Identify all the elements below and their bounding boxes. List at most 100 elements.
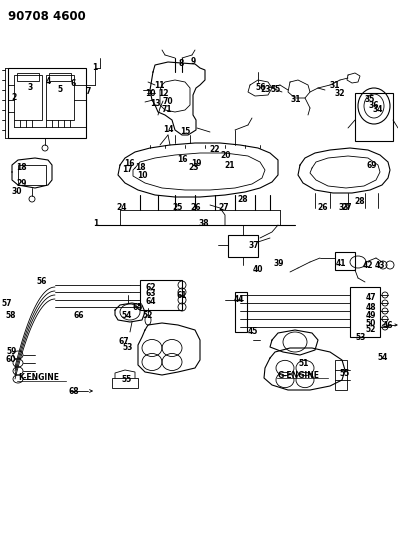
Text: 23: 23 [189, 164, 199, 173]
Bar [335, 252, 355, 270]
Text: 7: 7 [85, 87, 91, 96]
Text: 64: 64 [146, 297, 156, 306]
Text: 59: 59 [7, 348, 17, 357]
Bar [235, 292, 247, 332]
Text: 53: 53 [356, 334, 366, 343]
Bar [18, 165, 46, 185]
Text: 45: 45 [248, 327, 258, 336]
Text: 55: 55 [340, 369, 350, 378]
Text: 19: 19 [191, 158, 201, 167]
Text: 15: 15 [180, 127, 190, 136]
Text: 57: 57 [2, 298, 12, 308]
Text: 36: 36 [369, 101, 379, 110]
Text: 25: 25 [173, 204, 183, 213]
Text: 42: 42 [363, 261, 373, 270]
Text: 33: 33 [339, 204, 349, 213]
Text: 43: 43 [375, 261, 385, 270]
Bar [140, 280, 182, 310]
Text: 24: 24 [117, 204, 127, 213]
Text: 55: 55 [122, 376, 132, 384]
Text: 46: 46 [383, 320, 393, 329]
Text: 51: 51 [299, 359, 309, 368]
Text: 70: 70 [163, 96, 173, 106]
Text: 18: 18 [16, 164, 26, 173]
Text: 26: 26 [191, 203, 201, 212]
Text: 53: 53 [123, 343, 133, 352]
Text: 37: 37 [249, 241, 259, 251]
Bar [335, 360, 347, 390]
Text: 6: 6 [70, 79, 76, 88]
Text: 50: 50 [366, 319, 376, 327]
Text: 56: 56 [37, 278, 47, 287]
Text: 31: 31 [291, 95, 301, 104]
Text: 27: 27 [219, 203, 229, 212]
Text: 20: 20 [221, 150, 231, 159]
Text: 11: 11 [154, 80, 164, 90]
Text: 28: 28 [355, 197, 365, 206]
Text: 52: 52 [143, 311, 153, 319]
Bar [46, 75, 74, 120]
Text: 66: 66 [74, 311, 84, 319]
Text: 21: 21 [225, 160, 235, 169]
Bar [112, 378, 138, 388]
Text: 63: 63 [146, 289, 156, 298]
Text: 18: 18 [135, 164, 145, 173]
Bar [49, 73, 71, 81]
Text: 16: 16 [124, 158, 134, 167]
Text: 27: 27 [342, 204, 352, 213]
Text: 31: 31 [330, 80, 340, 90]
Text: 69: 69 [367, 160, 377, 169]
Text: 38: 38 [199, 220, 209, 229]
Text: 54: 54 [378, 353, 388, 362]
Text: 68: 68 [69, 386, 79, 395]
Text: 9: 9 [190, 58, 196, 67]
Text: 40: 40 [253, 265, 263, 274]
Text: 90708 4600: 90708 4600 [8, 10, 86, 23]
Text: 47: 47 [366, 294, 377, 303]
Text: 28: 28 [238, 195, 248, 204]
Text: 3: 3 [27, 83, 33, 92]
Text: 4: 4 [45, 77, 51, 86]
Text: 2: 2 [12, 93, 17, 101]
Text: G-ENGINE: G-ENGINE [278, 370, 320, 379]
Bar [14, 75, 42, 120]
Bar [228, 235, 258, 257]
Bar [17, 73, 39, 81]
Text: 35: 35 [365, 95, 375, 104]
Text: 16: 16 [177, 155, 187, 164]
Text: 56: 56 [256, 84, 266, 93]
Text: 39: 39 [274, 259, 284, 268]
Text: 23: 23 [261, 85, 271, 94]
Text: 13: 13 [150, 99, 160, 108]
Text: 34: 34 [373, 106, 383, 115]
Text: 60: 60 [6, 356, 16, 365]
Text: 55: 55 [271, 85, 281, 94]
Text: 71: 71 [162, 106, 172, 115]
Bar [8, 68, 86, 138]
Text: 26: 26 [318, 204, 328, 213]
Text: 8: 8 [178, 60, 184, 69]
Bar [355, 93, 393, 141]
Text: 41: 41 [336, 259, 346, 268]
Text: 10: 10 [137, 171, 147, 180]
Bar [350, 287, 380, 337]
Text: 48: 48 [366, 303, 377, 311]
Text: 5: 5 [57, 85, 62, 94]
Text: 12: 12 [158, 88, 168, 98]
Text: 32: 32 [335, 88, 345, 98]
Text: 65: 65 [133, 303, 143, 312]
Text: 29: 29 [17, 180, 27, 189]
Text: 54: 54 [122, 311, 132, 320]
Text: 61: 61 [177, 290, 187, 300]
Text: 10: 10 [145, 88, 155, 98]
Text: 62: 62 [146, 282, 156, 292]
Text: 30: 30 [12, 188, 22, 197]
Text: 17: 17 [122, 166, 132, 174]
Text: 49: 49 [366, 311, 376, 319]
Text: 67: 67 [119, 337, 129, 346]
Text: 1: 1 [92, 63, 98, 72]
Text: 22: 22 [210, 146, 220, 155]
Text: 52: 52 [366, 326, 376, 335]
Text: 14: 14 [163, 125, 173, 134]
Text: K-ENGINE: K-ENGINE [18, 374, 59, 383]
